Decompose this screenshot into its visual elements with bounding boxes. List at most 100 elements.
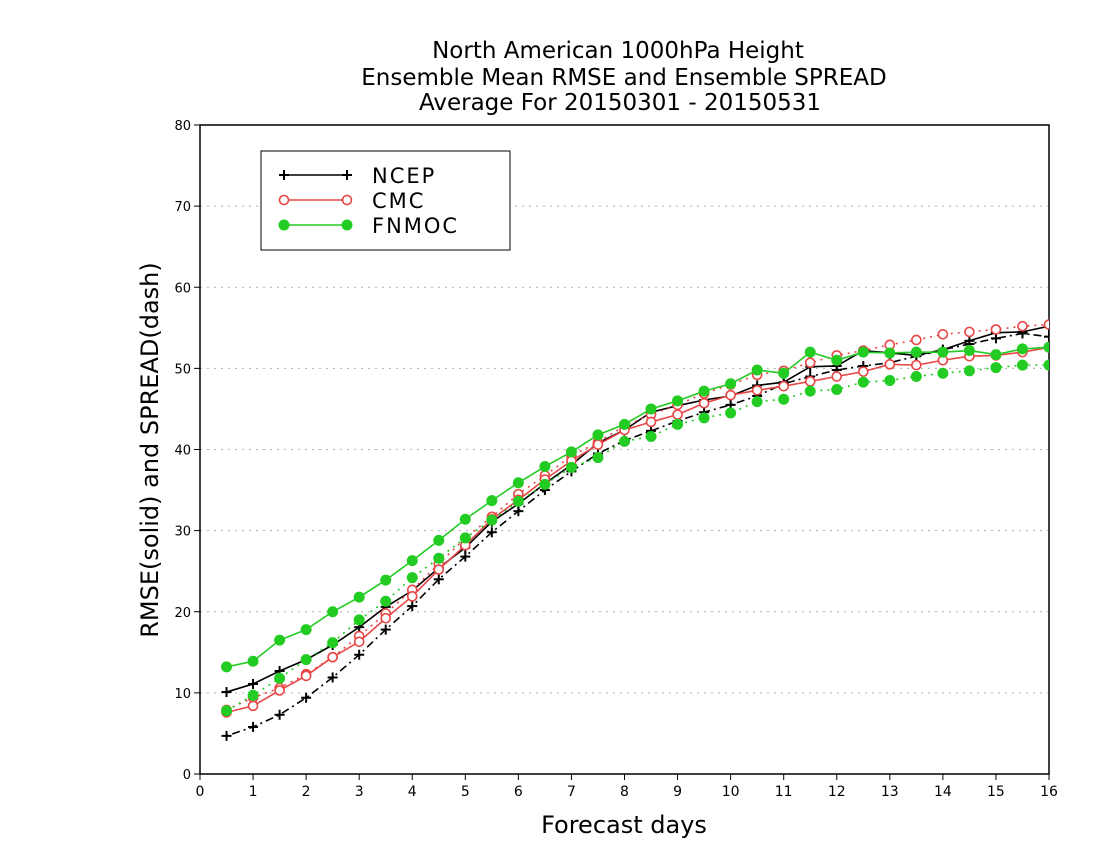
spread-point (486, 514, 498, 526)
spread-point (539, 478, 551, 490)
chart-title-line-1: North American 1000hPa Height (432, 38, 804, 64)
rmse-point (433, 564, 445, 575)
x-tick-label: 4 (408, 784, 417, 800)
rmse-point (937, 346, 949, 358)
rmse-point (353, 591, 365, 603)
y-axis-label: RMSE(solid) and SPREAD(dash) (136, 262, 164, 638)
rmse-point (751, 364, 763, 376)
spread-point (751, 396, 763, 408)
spread-point (778, 393, 790, 405)
x-tick-label: 5 (461, 784, 470, 800)
x-tick-label: 14 (934, 784, 952, 800)
legend-marker (279, 170, 289, 180)
rmse-point (539, 461, 551, 473)
rmse-point (274, 685, 285, 696)
rmse-point (964, 335, 975, 346)
rmse-line-cmc (226, 346, 1049, 714)
spread-point (274, 672, 286, 684)
x-tick-label: 12 (828, 784, 846, 800)
legend-marker (278, 194, 290, 206)
rmse-point (619, 418, 630, 430)
legend-marker (278, 219, 290, 231)
spread-point (1016, 359, 1028, 371)
spread-point (380, 595, 392, 607)
x-tick-label: 2 (302, 784, 311, 800)
rmse-point (778, 380, 789, 392)
rmse-point (433, 534, 445, 546)
spread-point (327, 637, 339, 649)
y-tick-label: 40 (174, 444, 191, 459)
spread-line-cmc (226, 323, 1049, 711)
y-tick-label: 0 (183, 768, 191, 783)
spread-point (964, 326, 975, 338)
spread-point (327, 672, 338, 683)
rmse-point (804, 346, 816, 358)
spread-point (672, 418, 684, 430)
spread-point (831, 383, 843, 395)
legend-label: CMC (372, 189, 425, 213)
spread-point (247, 689, 259, 701)
y-tick-label: 10 (174, 687, 191, 702)
spread-point (301, 692, 312, 703)
x-tick-label: 13 (881, 784, 899, 800)
rmse-point (645, 416, 657, 428)
rmse-point (778, 367, 790, 379)
rmse-point (857, 346, 869, 358)
spread-point (1017, 320, 1028, 332)
legend-item-cmc: CMC (278, 189, 425, 213)
rmse-point (274, 634, 286, 646)
spread-point (937, 367, 949, 379)
spread-point (221, 705, 233, 717)
y-tick-label: 30 (174, 525, 191, 540)
rmse-point (698, 397, 710, 409)
rmse-point (300, 670, 312, 682)
rmse-point (300, 624, 312, 636)
spread-point (460, 551, 471, 562)
rmse-point (406, 555, 418, 567)
series-fnmoc (221, 341, 1049, 717)
x-tick-label: 9 (673, 784, 682, 800)
legend-marker (341, 219, 353, 231)
rmse-line-ncep (226, 325, 1049, 693)
legend-marker (341, 194, 353, 206)
spread-point (1044, 331, 1049, 342)
y-tick-label: 70 (174, 200, 191, 215)
rmse-point (990, 349, 1002, 361)
rmse-point (725, 378, 737, 390)
y-tick-label: 50 (174, 362, 191, 377)
spread-point (857, 376, 869, 388)
legend-label: NCEP (372, 164, 436, 188)
rmse-point (910, 346, 922, 358)
rmse-point (247, 655, 259, 667)
spread-point (486, 527, 497, 538)
rmse-point (327, 606, 339, 618)
spread-point (459, 532, 471, 544)
spread-point (910, 370, 922, 382)
x-tick-label: 8 (620, 784, 629, 800)
legend-item-fnmoc: FNMOC (278, 214, 457, 238)
rmse-point (725, 389, 736, 401)
rmse-point (565, 446, 577, 458)
series-layer (221, 319, 1049, 741)
spread-point (911, 334, 922, 346)
spread-point (248, 721, 259, 732)
spread-point (274, 709, 285, 720)
spread-point (300, 654, 312, 666)
spread-point (804, 357, 816, 368)
rmse-point (353, 636, 365, 648)
spread-point (884, 375, 896, 387)
spread-point (433, 574, 444, 585)
rmse-point (911, 359, 922, 371)
spread-point (645, 431, 657, 443)
spread-line-ncep (226, 332, 1049, 737)
rmse-point (459, 513, 471, 525)
x-tick-label: 11 (775, 784, 793, 800)
rmse-point (1016, 343, 1028, 355)
rmse-point (592, 429, 604, 441)
spread-point (963, 365, 975, 377)
spread-point (619, 435, 630, 447)
rmse-line-fnmoc (226, 346, 1049, 668)
